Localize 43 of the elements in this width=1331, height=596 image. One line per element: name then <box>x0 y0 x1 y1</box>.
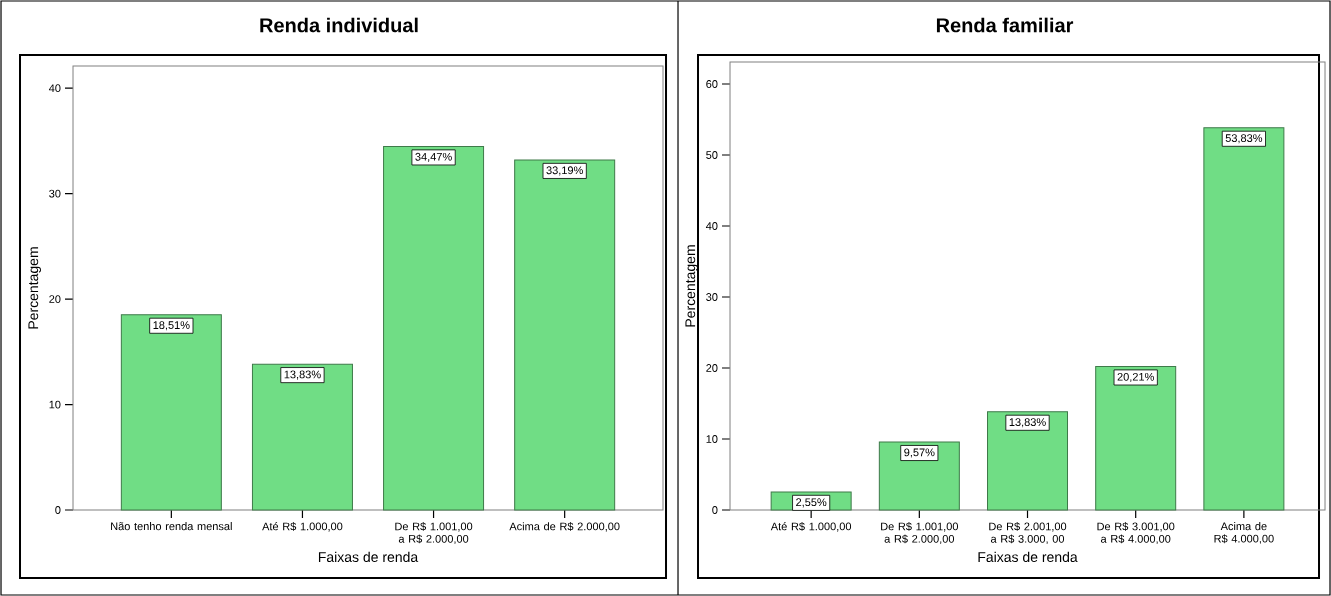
y-axis-title: Percentagem <box>28 247 41 329</box>
y-tick-label: 20 <box>706 364 718 372</box>
data-label: 34,47% <box>415 152 452 162</box>
x-axis-title: Faixas de renda <box>318 551 419 563</box>
data-label: 33,19% <box>546 166 583 176</box>
y-axis-title: Percentagem <box>685 245 698 327</box>
data-label: 53,83% <box>1225 134 1263 144</box>
bar <box>383 145 485 511</box>
x-tick-label: De R$ 1.001,00 a R$ 2.000,00 <box>395 522 473 545</box>
y-tick-label: 60 <box>706 80 718 88</box>
x-tick-label: Acima de R$ 4.000,00 <box>1214 522 1274 544</box>
chart-title: Renda familiar <box>936 17 1074 33</box>
data-label: 2,55% <box>796 498 827 508</box>
x-tick-label: Acima de R$ 2.000,00 <box>509 522 620 532</box>
bar <box>514 159 616 511</box>
data-label: 20,21% <box>1117 372 1154 383</box>
data-label: 13,83% <box>284 370 321 380</box>
y-tick-label: 40 <box>48 84 61 93</box>
y-tick-label: 0 <box>55 506 61 514</box>
y-tick-label: 30 <box>49 189 61 198</box>
bar <box>251 363 353 511</box>
bar <box>1203 127 1285 511</box>
y-tick-label: 40 <box>705 222 718 230</box>
y-tick-label: 10 <box>49 400 61 409</box>
bar <box>1095 366 1177 511</box>
y-tick-label: 10 <box>706 435 718 443</box>
x-tick-label: De R$ 2.001,00 a R$ 3.000, 00 <box>989 522 1067 545</box>
bar <box>987 411 1069 511</box>
bar <box>120 314 222 511</box>
x-tick-label: De R$ 3.001,00 a R$ 4.000,00 <box>1097 522 1175 545</box>
y-tick-label: 50 <box>706 151 718 159</box>
y-tick-label: 0 <box>712 506 718 514</box>
x-tick-label: De R$ 1.001,00 a R$ 2.000,00 <box>881 522 959 545</box>
x-tick-label: Até R$ 1.000,00 <box>262 522 343 532</box>
y-tick-label: 30 <box>706 293 718 301</box>
x-tick-label: Não tenho renda mensal <box>111 522 232 531</box>
chart-title: Renda individual <box>260 17 418 33</box>
data-label: 18,51% <box>153 321 190 331</box>
x-axis-title: Faixas de renda <box>978 551 1078 563</box>
data-label: 13,83% <box>1009 418 1046 428</box>
data-label: 9,57% <box>904 448 935 458</box>
x-tick-label: Até R$ 1.000,00 <box>770 522 852 532</box>
y-tick-label: 20 <box>49 295 61 303</box>
